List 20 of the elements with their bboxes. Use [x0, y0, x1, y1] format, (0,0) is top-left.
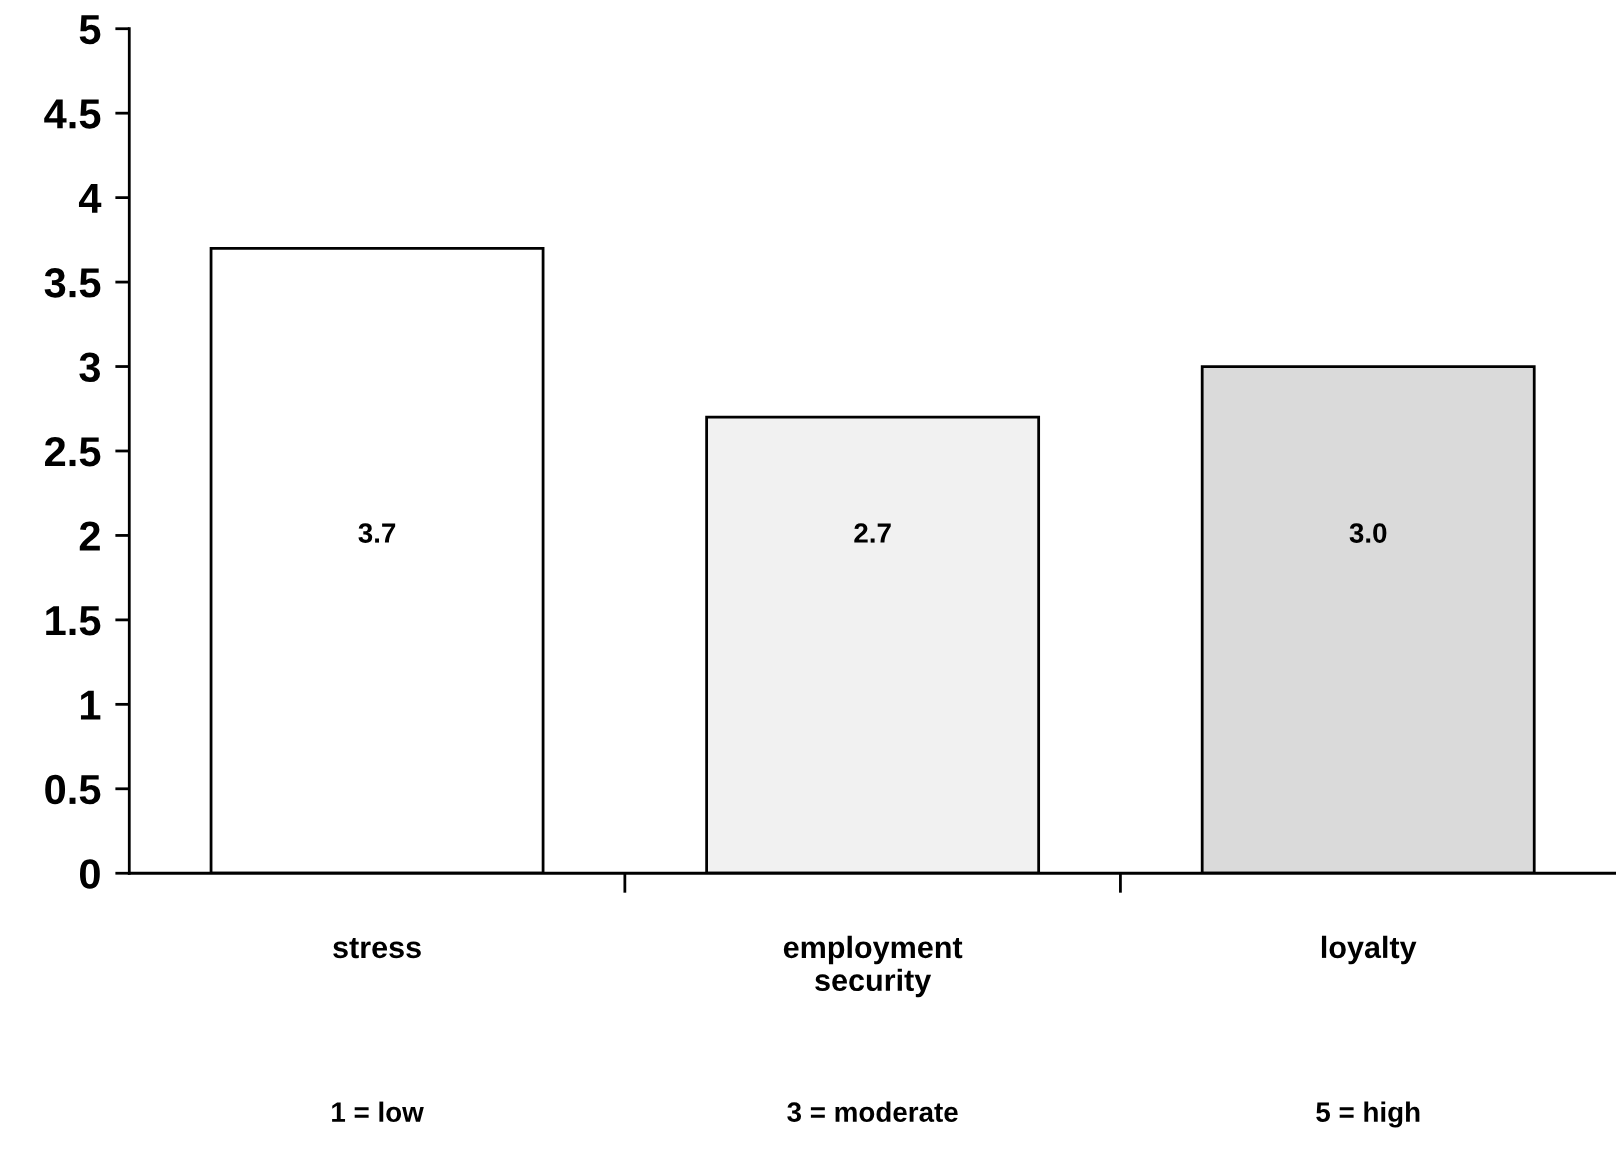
y-tick-label: 3.5	[44, 268, 101, 298]
x-tick-label: loyalty	[1321, 935, 1417, 965]
y-tick-label: 4.5	[44, 99, 101, 129]
y-tick-label: 1	[80, 690, 101, 720]
y-tick-label: 4	[78, 184, 102, 213]
y-tick-label: 5	[79, 15, 101, 45]
y-tick-label: 1.5	[46, 606, 101, 636]
text: 3 = moderate	[787, 1101, 958, 1123]
y-tick-label: 2	[79, 521, 100, 551]
x-tick-label: stress	[333, 937, 421, 959]
data-label: 3.7	[358, 523, 396, 543]
y-tick-label: 3	[79, 352, 100, 383]
data-label: 3.0	[1349, 523, 1387, 543]
data-label: 2.7	[854, 523, 891, 543]
y-tick-label: 2.5	[45, 436, 101, 467]
y-tick-label: 0.5	[45, 774, 101, 805]
text: 5 = high	[1316, 1101, 1420, 1128]
x-tick-label: employment security	[783, 935, 963, 998]
text: 1 = low	[332, 1101, 424, 1122]
y-tick-label: 0	[79, 859, 100, 889]
